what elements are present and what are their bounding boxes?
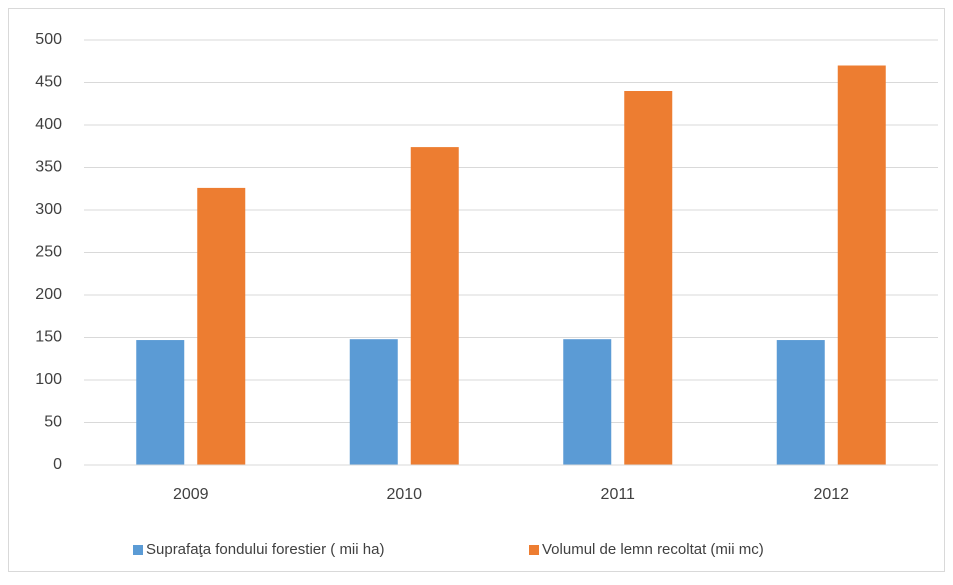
chart-border xyxy=(8,8,945,572)
bar xyxy=(349,339,398,465)
bar xyxy=(624,91,673,465)
y-tick-label: 400 xyxy=(35,116,62,133)
y-tick-label: 250 xyxy=(35,244,62,261)
bar xyxy=(136,340,185,465)
y-tick-label: 50 xyxy=(44,414,62,431)
y-tick-label: 300 xyxy=(35,201,62,218)
legend-swatch xyxy=(133,545,143,555)
x-tick-label: 2012 xyxy=(813,486,849,503)
bar xyxy=(776,340,825,465)
x-tick-label: 2011 xyxy=(601,486,636,503)
y-tick-label: 350 xyxy=(35,159,62,176)
x-tick-label: 2009 xyxy=(173,486,209,503)
legend-text: Suprafaţa fondului forestier ( mii ha) xyxy=(146,541,384,558)
legend-swatch xyxy=(529,545,539,555)
x-tick-label: 2010 xyxy=(386,486,422,503)
y-tick-label: 200 xyxy=(35,286,62,303)
y-tick-label: 100 xyxy=(35,371,62,388)
bar xyxy=(197,187,246,465)
y-tick-label: 150 xyxy=(35,329,62,346)
y-tick-label: 500 xyxy=(35,31,62,48)
bar xyxy=(563,339,612,465)
bar xyxy=(410,147,459,465)
y-tick-label: 450 xyxy=(35,74,62,91)
legend-text: Volumul de lemn recoltat (mii mc) xyxy=(542,541,764,558)
bar xyxy=(837,65,886,465)
y-tick-label: 0 xyxy=(53,456,62,473)
